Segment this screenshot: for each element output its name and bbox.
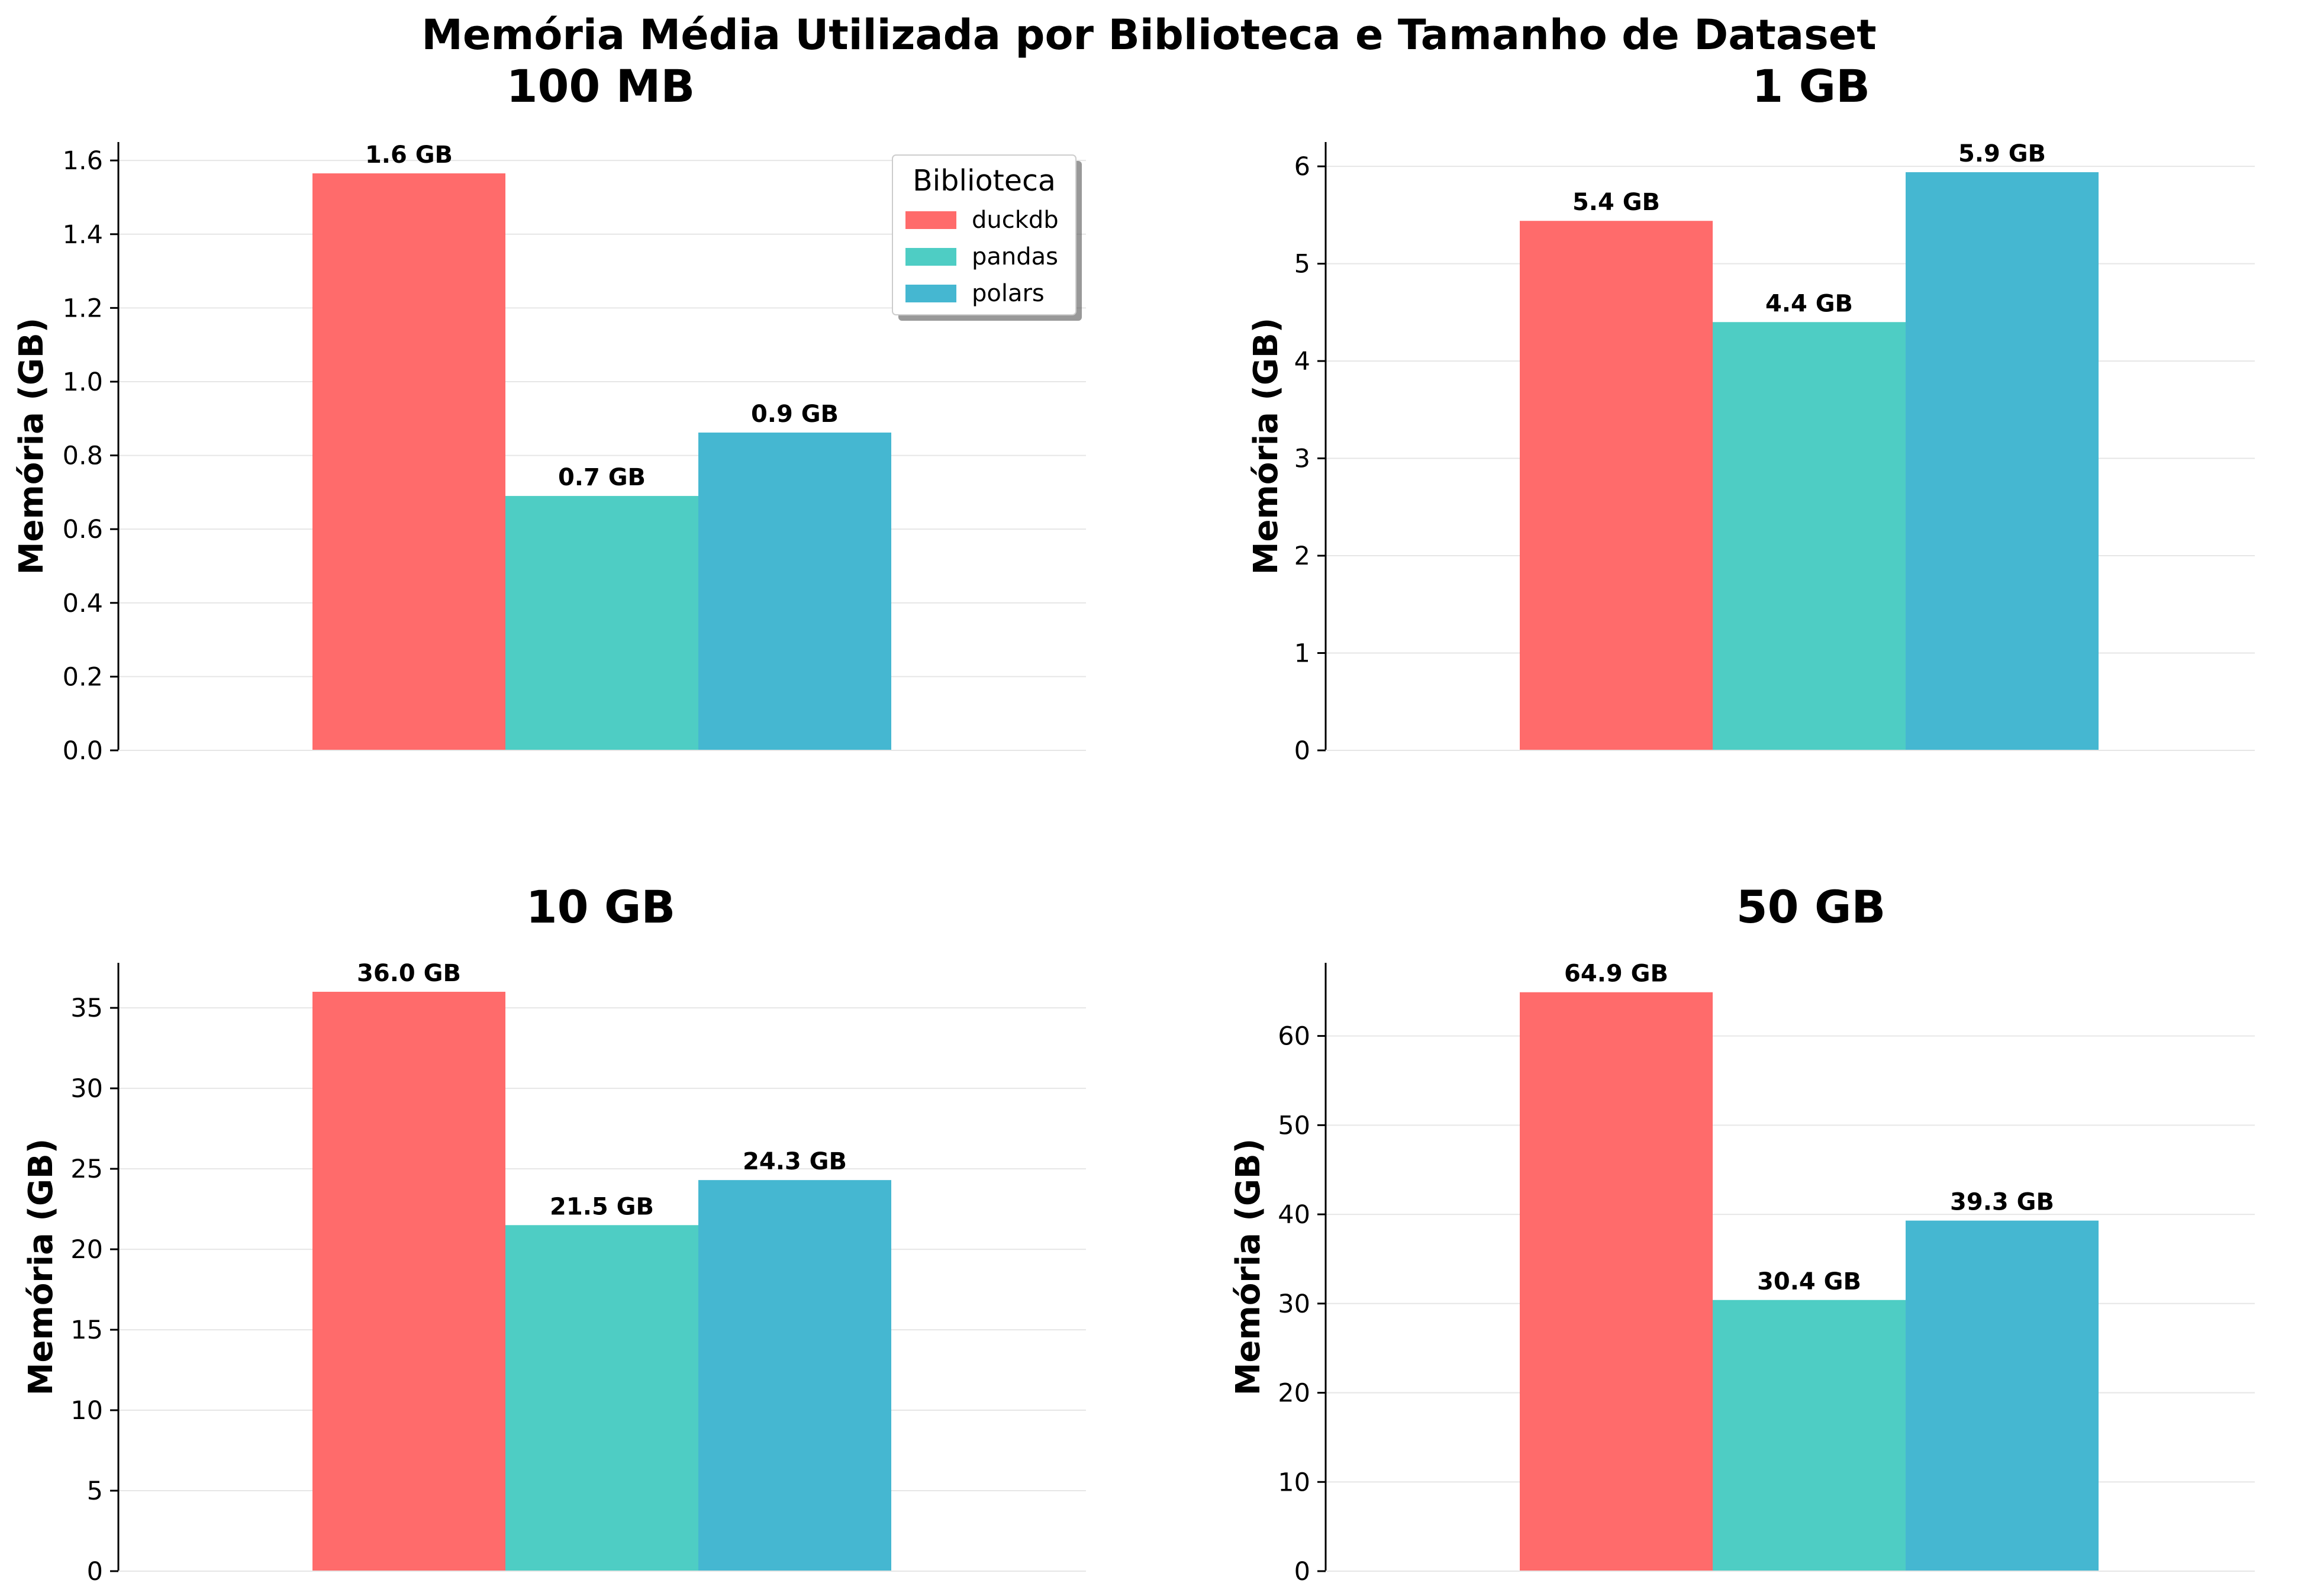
legend-title: Biblioteca: [913, 164, 1056, 198]
y-tick-label: 5: [1294, 250, 1310, 279]
panel-3: 36.0 GB 21.5 GB 24.3 GB 0 5 10 15 20 25 30 35 Memór…: [22, 881, 1086, 1587]
bar-duckdb: [1520, 221, 1713, 750]
y-tick-label: 20: [1278, 1379, 1310, 1408]
y-tick-label: 10: [70, 1396, 103, 1426]
panel-title: 10 GB: [526, 881, 676, 933]
panel-title: 100 MB: [507, 60, 695, 112]
y-tick-label: 0.6: [63, 515, 103, 544]
y-tick-label: 2: [1294, 541, 1310, 571]
legend-swatch-polars: [905, 285, 956, 302]
data-label-polars: 0.9 GB: [751, 401, 839, 428]
bar-polars: [1906, 172, 2099, 750]
data-label-polars: 39.3 GB: [1950, 1189, 2054, 1216]
y-tick-label: 25: [70, 1155, 103, 1184]
y-tick-label: 0.4: [63, 589, 103, 618]
bar-pandas: [1713, 322, 1906, 750]
bar-pandas: [505, 496, 698, 750]
data-label-duckdb: 36.0 GB: [357, 960, 461, 987]
y-tick-label: 20: [70, 1235, 103, 1265]
y-tick-label: 1.0: [63, 367, 103, 397]
y-tick-label: 1.6: [63, 146, 103, 176]
panel-title: 50 GB: [1736, 881, 1886, 933]
y-axis-label: Memória (GB): [1229, 1139, 1268, 1395]
y-tick-label: 6: [1294, 152, 1310, 182]
legend-item-polars: polars: [972, 280, 1045, 307]
legend-swatch-duckdb: [905, 211, 956, 229]
y-tick-label: 60: [1278, 1022, 1310, 1052]
data-label-polars: 5.9 GB: [1958, 140, 2046, 167]
y-tick-label: 1.2: [63, 294, 103, 323]
data-label-pandas: 21.5 GB: [550, 1193, 654, 1220]
legend-swatch-pandas: [905, 248, 956, 266]
panel-2: 5.4 GB 4.4 GB 5.9 GB 0 1 2 3 4 5 6 Memória (GB) 1 G…: [1247, 60, 2255, 766]
y-axis-label: Memória (GB): [22, 1139, 60, 1395]
data-label-duckdb: 64.9 GB: [1564, 960, 1668, 988]
data-label-pandas: 30.4 GB: [1757, 1268, 1861, 1295]
bar-duckdb: [312, 992, 505, 1571]
y-tick-label: 50: [1278, 1111, 1310, 1140]
legend-item-pandas: pandas: [972, 243, 1058, 270]
y-tick-label: 5: [87, 1476, 103, 1506]
panel-4: 64.9 GB 30.4 GB 39.3 GB 0 10 20 30 40 50 60 Memóri…: [1229, 881, 2255, 1587]
y-axis-label: Memória (GB): [1247, 318, 1285, 575]
legend-item-duckdb: duckdb: [972, 207, 1059, 234]
data-label-pandas: 0.7 GB: [558, 464, 646, 491]
y-tick-label: 30: [70, 1074, 103, 1104]
y-axis-label: Memória (GB): [12, 318, 51, 575]
y-tick-label: 35: [70, 994, 103, 1023]
panel-title: 1 GB: [1752, 60, 1870, 112]
bar-polars: [698, 433, 891, 750]
y-tick-label: 0.0: [63, 736, 103, 766]
data-label-duckdb: 1.6 GB: [365, 141, 453, 169]
y-tick-label: 0: [87, 1557, 103, 1587]
y-tick-label: 40: [1278, 1200, 1310, 1230]
bar-duckdb: [1520, 992, 1713, 1571]
y-tick-label: 30: [1278, 1289, 1310, 1319]
bar-pandas: [505, 1225, 698, 1571]
y-tick-label: 1.4: [63, 220, 103, 250]
y-tick-label: 4: [1294, 347, 1310, 376]
y-tick-label: 15: [70, 1316, 103, 1345]
bar-duckdb: [312, 173, 505, 750]
data-label-duckdb: 5.4 GB: [1572, 189, 1660, 216]
legend: Biblioteca duckdb pandas polars: [892, 155, 1082, 321]
y-tick-label: 0.2: [63, 662, 103, 692]
y-tick-label: 0: [1294, 736, 1310, 766]
bar-polars: [698, 1180, 891, 1571]
y-tick-label: 1: [1294, 639, 1310, 669]
data-label-pandas: 4.4 GB: [1765, 290, 1853, 317]
y-tick-label: 3: [1294, 444, 1310, 474]
y-tick-label: 0.8: [63, 441, 103, 471]
bar-pandas: [1713, 1300, 1906, 1571]
y-tick-label: 0: [1294, 1557, 1310, 1587]
data-label-polars: 24.3 GB: [743, 1148, 847, 1175]
y-tick-label: 10: [1278, 1468, 1310, 1497]
bar-polars: [1906, 1221, 2099, 1571]
